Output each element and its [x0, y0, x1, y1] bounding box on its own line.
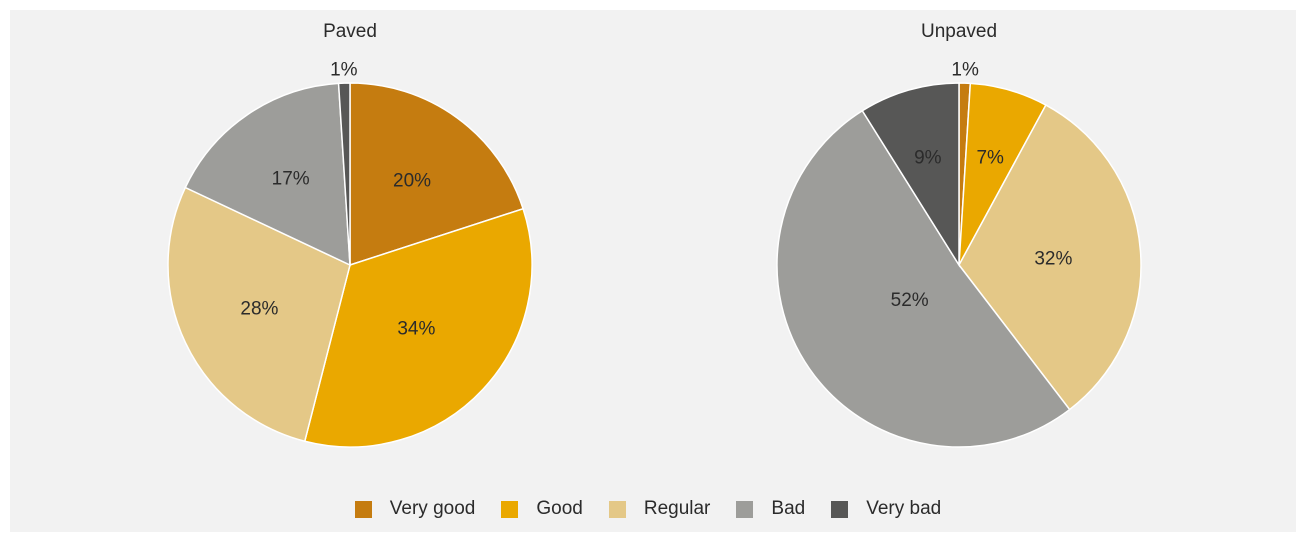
legend-swatch-good: [501, 500, 519, 518]
legend: Very good Good Regular Bad Very bad: [0, 498, 1296, 520]
legend-swatch-very-good: [354, 500, 372, 518]
pie-slice-bad: [776, 109, 1071, 448]
pie-slice-regular: [167, 186, 351, 443]
data-label-very-good: 1%: [951, 60, 979, 81]
legend-swatch-bad: [736, 500, 754, 518]
pie-title-unpaved: Unpaved: [921, 21, 997, 42]
legend-swatch-regular: [608, 500, 626, 518]
data-label-very-good: 20%: [393, 171, 431, 192]
legend-item-very-bad: Very bad: [831, 498, 941, 520]
legend-label-very-good: Very good: [389, 498, 476, 519]
pie-slice-very-bad: [861, 82, 960, 268]
pie-title-paved: Paved: [323, 21, 377, 42]
pie-slice-bad: [184, 82, 351, 267]
legend-label-regular: Regular: [643, 498, 711, 519]
legend-item-regular: Regular: [608, 498, 711, 520]
data-label-regular: 32%: [1034, 249, 1072, 270]
data-label-very-bad: 9%: [914, 148, 942, 169]
legend-label-bad: Bad: [771, 498, 806, 519]
legend-swatch-very-bad: [831, 500, 849, 518]
legend-label-good: Good: [536, 498, 583, 519]
legend-item-very-good: Very good: [354, 498, 476, 520]
data-label-bad: 52%: [891, 290, 929, 311]
legend-item-bad: Bad: [736, 498, 805, 520]
data-label-bad: 17%: [272, 169, 310, 190]
legend-label-very-bad: Very bad: [866, 498, 942, 519]
data-label-good: 34%: [397, 318, 435, 339]
pie-slice-good: [303, 207, 533, 448]
pie-slice-regular: [958, 104, 1142, 411]
pie-paved: Paved 20% 34% 28% 17% 1%: [167, 21, 533, 448]
data-label-very-bad: 1%: [330, 60, 358, 81]
pie-slice-very-good: [349, 82, 525, 267]
pie-slice-very-bad: [337, 82, 351, 266]
data-label-regular: 28%: [240, 299, 278, 320]
pie-unpaved: Unpaved 1% 7% 32% 52% 9%: [776, 21, 1142, 448]
data-label-good: 7%: [976, 148, 1004, 169]
legend-item-good: Good: [501, 498, 583, 520]
